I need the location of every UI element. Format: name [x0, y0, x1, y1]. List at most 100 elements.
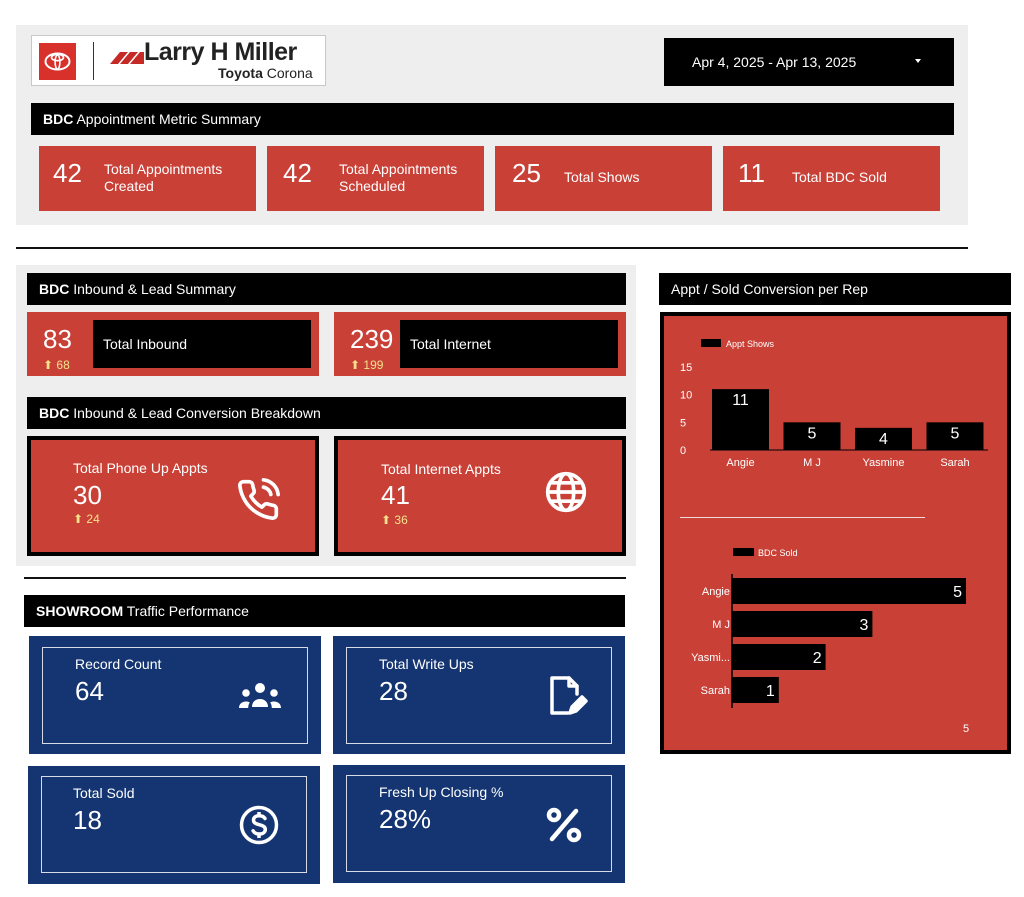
- conversion-panel-header: Appt / Sold Conversion per Rep: [659, 273, 1011, 305]
- card-frame: [346, 647, 612, 744]
- kpi-card-total-inbound: 83 ⬆ 68 Total Inbound: [27, 312, 319, 376]
- y-tick-label: Yasmi...: [691, 652, 730, 664]
- date-range-text: Apr 4, 2025 - Apr 13, 2025: [692, 54, 857, 70]
- brand-logo: Larry H Miller Toyota Corona: [31, 35, 326, 86]
- conversion-breakdown-title: Inbound & Lead Conversion Breakdown: [73, 405, 321, 421]
- toyota-logo-icon: [39, 43, 76, 80]
- y-tick-label: M J: [712, 619, 730, 631]
- bar-data-label: 2: [813, 650, 822, 667]
- kpi-label: Total Internet Appts: [381, 461, 501, 477]
- brand-sub-text: Corona: [266, 65, 313, 81]
- bar-data-label: 5: [808, 425, 817, 442]
- appointment-summary-title: Appointment Metric Summary: [76, 111, 261, 127]
- showroom-title-bold: SHOWROOM: [36, 603, 124, 619]
- bdc-sold-chart: BDC Sold 5 Angie 3 M J 2 Yasmi... 1 Sarah 5: [691, 548, 969, 735]
- globe-icon: [544, 470, 588, 519]
- kpi-value: 239: [350, 324, 394, 354]
- kpi-card-total-sold: Total Sold 18: [28, 766, 320, 884]
- kpi-label: Total Inbound: [103, 336, 188, 352]
- kpi-card-phone-up-appts: Total Phone Up Appts 30 ⬆ 24: [27, 436, 319, 556]
- kpi-value: 42: [283, 158, 312, 188]
- delta-value: 68: [56, 358, 70, 372]
- kpi-value: 30: [73, 480, 102, 510]
- delta-value: 36: [394, 513, 408, 527]
- date-range-picker[interactable]: Apr 4, 2025 - Apr 13, 2025: [664, 38, 954, 86]
- appointment-summary-header: BDC Appointment Metric Summary: [31, 103, 954, 135]
- y-tick-label: 15: [680, 362, 692, 374]
- x-tick-label: M J: [803, 457, 821, 469]
- arrow-up-icon: ⬆: [350, 358, 361, 372]
- legend-label: Appt Shows: [726, 339, 775, 349]
- kpi-label-line1: Total Shows: [564, 169, 640, 185]
- bar: [732, 677, 779, 703]
- delta: ⬆ 36: [381, 513, 408, 527]
- delta-value: 24: [86, 512, 100, 526]
- caret-down-icon: [915, 59, 921, 63]
- card-frame: [42, 647, 308, 744]
- legend-swatch: [701, 339, 721, 347]
- bar: [732, 611, 873, 637]
- bar: [712, 389, 769, 450]
- kpi-label-line2: Created: [104, 178, 154, 194]
- brand-sub: Toyota Corona: [218, 65, 313, 81]
- showroom-title: Traffic Performance: [126, 603, 249, 619]
- section-divider: [16, 247, 968, 249]
- kpi-label-line1: Total Appointments: [104, 161, 223, 177]
- appointment-summary-title-bold: BDC: [43, 111, 74, 127]
- kpi-label: Record Count: [75, 656, 162, 672]
- bar-data-label: 3: [859, 617, 868, 634]
- kpi-label: Total Write Ups: [379, 656, 474, 672]
- kpi-value: 28%: [379, 804, 432, 834]
- x-tick-label: Angie: [726, 457, 754, 469]
- kpi-value: 18: [73, 805, 102, 835]
- bar: [926, 422, 984, 450]
- section-divider: [24, 577, 626, 579]
- lhm-swoosh-icon: [110, 46, 144, 69]
- conversion-panel-title: Appt / Sold Conversion per Rep: [671, 281, 868, 297]
- kpi-card-internet-appts: Total Internet Appts 41 ⬆ 36: [334, 436, 626, 556]
- conversion-chart-panel: Appt Shows 0 5 10 15 11 Angie 5 M J 4 Yasmine 5 Sara…: [660, 312, 1011, 754]
- kpi-card-fresh-up-closing: Fresh Up Closing % 28%: [333, 765, 625, 883]
- kpi-label-line1: Total BDC Sold: [792, 169, 887, 185]
- conversion-breakdown-title-bold: BDC: [39, 405, 70, 421]
- kpi-value: 28: [379, 676, 408, 706]
- x-tick-label: Yasmine: [863, 457, 905, 469]
- y-tick-label: Angie: [702, 586, 730, 598]
- kpi-value: 64: [75, 676, 104, 706]
- arrow-up-icon: ⬆: [73, 512, 84, 526]
- percent-icon: [546, 807, 582, 848]
- y-tick-label: 0: [680, 445, 686, 457]
- showroom-header: SHOWROOM Traffic Performance: [24, 595, 625, 627]
- y-tick-label: Sarah: [701, 685, 730, 697]
- bar-data-label: 4: [879, 431, 888, 448]
- inbound-summary-title-bold: BDC: [39, 281, 70, 297]
- x-tick-label: Sarah: [940, 457, 969, 469]
- kpi-value: 42: [53, 158, 82, 188]
- card-frame: [346, 775, 612, 872]
- phone-icon: [236, 478, 280, 527]
- kpi-value: 25: [512, 158, 541, 188]
- kpi-label-line1: Total Appointments: [339, 161, 458, 177]
- bar: [732, 644, 826, 670]
- kpi-label: Total Internet: [410, 336, 491, 352]
- kpi-value: 11: [738, 158, 765, 188]
- delta-value: 199: [363, 358, 384, 372]
- kpi-label-box: Total Internet: [400, 320, 618, 368]
- x-tick-label: 5: [963, 723, 969, 735]
- arrow-up-icon: ⬆: [43, 358, 54, 372]
- dollar-icon: [238, 804, 280, 851]
- bar-data-label: 11: [732, 392, 749, 409]
- bar-data-label: 1: [766, 683, 775, 700]
- kpi-label: Total Sold: [73, 785, 135, 801]
- brand-sub-bold: Toyota: [218, 65, 263, 81]
- kpi-card-total-write-ups: Total Write Ups 28: [333, 636, 625, 754]
- logo-divider: [93, 42, 94, 80]
- y-tick-label: 10: [680, 390, 692, 402]
- inbound-summary-title: Inbound & Lead Summary: [73, 281, 236, 297]
- legend-label: BDC Sold: [758, 548, 798, 558]
- kpi-label: Fresh Up Closing %: [379, 784, 504, 800]
- brand-main: Larry H Miller: [144, 38, 297, 66]
- kpi-value: 41: [381, 480, 410, 510]
- bar: [783, 422, 841, 450]
- delta: ⬆ 199: [350, 358, 383, 372]
